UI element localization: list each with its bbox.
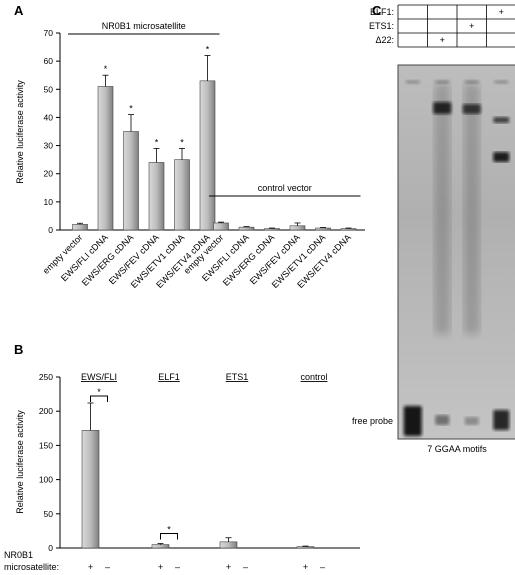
well-band xyxy=(464,80,479,84)
free-probe-label: free probe xyxy=(352,416,393,426)
chart-a-ylabel: Relative luciferase activity xyxy=(15,80,25,184)
bar xyxy=(151,544,170,549)
significance-star: * xyxy=(97,387,101,397)
row-sign: + xyxy=(226,562,231,572)
chart-a-ytick-label: 70 xyxy=(44,28,54,38)
row-sign: + xyxy=(88,562,93,572)
gel-row-label: ETS1: xyxy=(369,21,394,31)
chart-a: Relative luciferase activity 0 10 20 30 40 50… xyxy=(15,21,365,290)
row-sign: + xyxy=(158,562,163,572)
chart-b-ylabel: Relative luciferase activity xyxy=(15,410,25,514)
bar xyxy=(238,226,255,231)
group-label: control vector xyxy=(258,183,312,193)
shifted-complex-band xyxy=(493,117,510,123)
gel-bands xyxy=(403,80,510,436)
significance-star: * xyxy=(129,104,133,114)
well-band xyxy=(405,80,420,84)
significance-star: * xyxy=(155,137,159,147)
significance-star: * xyxy=(104,64,108,74)
bar xyxy=(123,131,139,231)
chart-a-ytick-label: 20 xyxy=(44,169,54,179)
bar xyxy=(289,225,306,231)
chart-b-ytick-label: 150 xyxy=(39,440,53,450)
bar xyxy=(81,430,100,549)
bar xyxy=(72,224,88,231)
chart-b-ytick-label: 200 xyxy=(39,406,53,416)
lane-smear xyxy=(434,84,451,334)
chart-b-ytick-label: 250 xyxy=(39,372,53,382)
bar xyxy=(315,227,331,231)
group-label: NR0B1 microsatellite xyxy=(102,21,186,31)
gel-caption: 7 GGAA motifs xyxy=(427,444,487,454)
shifted-complex-band xyxy=(433,102,452,114)
row-label-line1: NR0B1 xyxy=(4,550,33,560)
bar xyxy=(174,159,190,231)
chart-a-ytick-label: 0 xyxy=(48,225,53,235)
significance-bracket xyxy=(160,533,178,540)
row-label-line2: microsatellite: xyxy=(4,562,59,572)
gel-image xyxy=(397,64,515,440)
bar xyxy=(213,222,229,231)
well-band xyxy=(435,80,450,84)
gel-lane-sign: + xyxy=(469,21,474,31)
row-sign: – xyxy=(105,562,110,572)
chart-a-ytick-label: 40 xyxy=(44,112,54,122)
chart-b-ytick-label: 0 xyxy=(48,543,53,553)
bar xyxy=(340,228,357,231)
bar xyxy=(264,228,280,231)
free-probe-band xyxy=(435,415,450,425)
shifted-complex-band xyxy=(493,152,510,162)
panel-letter-a: A xyxy=(14,3,24,18)
chart-a-ytick-label: 30 xyxy=(44,141,54,151)
significance-star: * xyxy=(167,525,171,535)
gel-row-label: ELF1: xyxy=(370,7,394,17)
row-sign: – xyxy=(320,562,325,572)
gel-row-label: Δ22: xyxy=(375,35,394,45)
chart-b-ytick-label: 100 xyxy=(39,475,53,485)
chart-a-ytick-label: 60 xyxy=(44,56,54,66)
group-title: EWS/FLI xyxy=(81,372,117,382)
gel-lane-sign: + xyxy=(440,35,445,45)
bar xyxy=(296,546,315,549)
bar xyxy=(97,86,114,231)
group-title: ETS1 xyxy=(226,372,249,382)
panel-letter-c: C xyxy=(372,3,382,18)
group-title: control xyxy=(300,372,327,382)
chart-a-ytick-label: 10 xyxy=(44,197,54,207)
free-probe-band xyxy=(464,417,479,425)
chart-b-ytick-label: 50 xyxy=(44,509,54,519)
well-band xyxy=(494,80,509,84)
row-sign: – xyxy=(243,562,248,572)
row-sign: + xyxy=(303,562,308,572)
significance-bracket xyxy=(90,395,108,402)
lane-smear xyxy=(463,84,480,334)
row-sign: – xyxy=(175,562,180,572)
bar xyxy=(219,541,238,549)
chart-b: Relative luciferase activity 0 50 100 150 20… xyxy=(4,372,360,572)
gel-panel: ELF1: + ETS1: + Δ22: + free probe 7 GGAA moti… xyxy=(352,4,515,454)
free-probe-band xyxy=(493,410,510,430)
bar xyxy=(199,80,216,231)
gel-condition-table: ELF1: + ETS1: + Δ22: + xyxy=(369,4,515,48)
free-probe-band xyxy=(403,406,422,436)
significance-star: * xyxy=(180,137,184,147)
gel-lane-sign: + xyxy=(499,7,504,17)
chart-a-ytick-label: 50 xyxy=(44,84,54,94)
group-title: ELF1 xyxy=(158,372,180,382)
significance-star: * xyxy=(206,45,210,55)
panel-letter-b: B xyxy=(14,342,23,357)
bar xyxy=(148,162,165,231)
shifted-complex-band xyxy=(462,104,481,114)
